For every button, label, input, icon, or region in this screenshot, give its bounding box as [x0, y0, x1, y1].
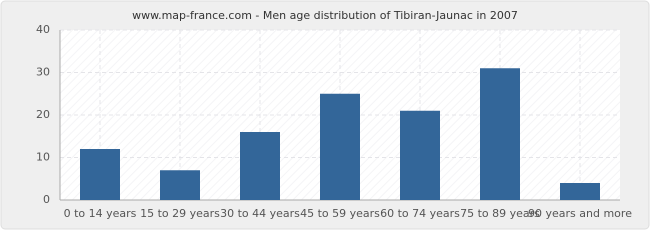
bar — [160, 170, 200, 200]
x-tick-label: 30 to 44 years — [220, 207, 300, 220]
y-tick-label: 0 — [43, 193, 50, 206]
bar — [320, 93, 360, 200]
bar — [560, 183, 600, 200]
x-tick-label: 75 to 89 years — [460, 207, 540, 220]
x-tick-label: 0 to 14 years — [64, 207, 137, 220]
bar — [480, 68, 520, 200]
bar — [80, 149, 120, 200]
chart-title: www.map-france.com - Men age distributio… — [132, 9, 518, 22]
bar — [240, 132, 280, 200]
y-tick-label: 30 — [36, 66, 50, 79]
chart: www.map-france.com - Men age distributio… — [0, 0, 650, 230]
x-tick-label: 90 years and more — [528, 207, 632, 220]
bar — [400, 110, 440, 200]
x-tick-label: 45 to 59 years — [300, 207, 380, 220]
x-tick-label: 60 to 74 years — [380, 207, 460, 220]
x-tick-label: 15 to 29 years — [140, 207, 220, 220]
y-tick-label: 20 — [36, 108, 50, 121]
y-tick-label: 10 — [36, 151, 50, 164]
y-tick-label: 40 — [36, 23, 50, 36]
